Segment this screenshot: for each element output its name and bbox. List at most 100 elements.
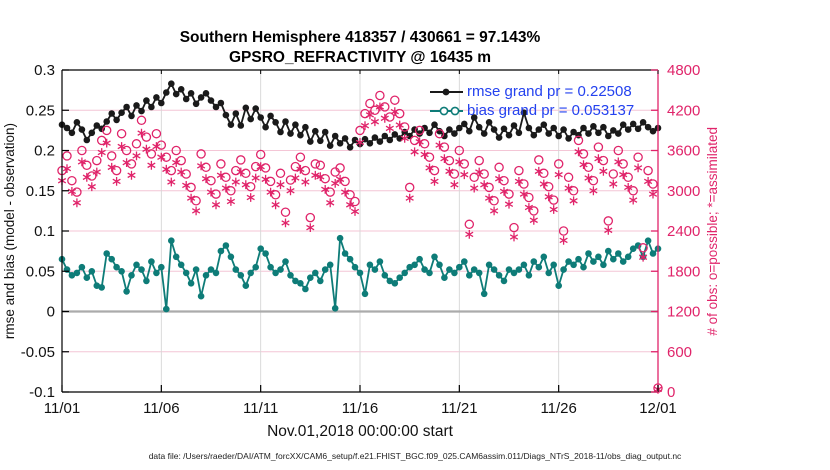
rmse-marker	[163, 89, 170, 96]
rmse-marker	[133, 102, 140, 109]
assimilated-marker	[355, 138, 365, 147]
possible-marker	[380, 102, 390, 112]
assimilated-marker	[271, 200, 280, 210]
assimilated-marker	[624, 183, 633, 192]
rmse-marker	[331, 132, 339, 140]
bias-marker	[624, 253, 632, 261]
rmse-marker	[649, 127, 657, 135]
possible-marker	[176, 155, 186, 166]
possible-marker	[181, 169, 191, 179]
possible-marker	[82, 160, 92, 171]
rmse-marker	[615, 130, 622, 137]
possible-marker	[548, 195, 559, 205]
assimilated-marker	[172, 158, 181, 167]
bias-marker	[580, 263, 587, 271]
rmse-marker	[346, 144, 354, 151]
data-file-path: data file: /Users/raeder/DAI/ATM_forcXX/…	[148, 451, 682, 461]
legend: rmse grand pr = 0.22508 bias grand pr = …	[430, 82, 634, 120]
rmse-marker	[585, 130, 592, 137]
assimilated-marker	[460, 170, 469, 180]
bias-marker	[555, 282, 562, 290]
possible-marker	[390, 95, 400, 105]
rmse-marker	[510, 122, 518, 129]
possible-marker	[573, 135, 584, 146]
possible-marker	[315, 160, 326, 171]
rmse-marker	[302, 123, 309, 131]
assimilated-marker	[643, 177, 653, 186]
possible-marker	[464, 219, 475, 230]
bias-marker	[540, 253, 548, 261]
assimilated-marker	[72, 198, 82, 208]
legend-item-bias: bias grand pr = 0.053137	[430, 101, 634, 120]
assimilated-marker	[301, 177, 310, 187]
assimilated-marker	[539, 179, 548, 189]
bias-marker	[143, 277, 150, 285]
bias-marker	[237, 272, 245, 279]
assimilated-marker	[345, 200, 355, 210]
assimilated-marker	[420, 150, 429, 159]
assimilated-marker	[380, 113, 389, 123]
x-tick-label: 11/21	[441, 400, 477, 417]
rmse-marker	[461, 120, 468, 128]
assimilated-marker	[77, 157, 87, 167]
rmse-marker	[326, 142, 334, 149]
possible-marker	[270, 190, 281, 200]
bias-marker	[78, 263, 86, 271]
bias-marker	[649, 250, 657, 257]
bias-marker	[192, 266, 200, 273]
bias-marker	[605, 247, 612, 255]
rmse-marker	[555, 132, 562, 140]
assimilated-marker	[211, 200, 221, 210]
bias-marker	[426, 269, 433, 277]
bias-marker	[222, 242, 230, 249]
rmse-marker	[456, 124, 463, 132]
possible-marker	[399, 122, 410, 132]
rmse-marker	[187, 90, 195, 97]
assimilated-marker	[162, 164, 171, 174]
rmse-marker	[466, 127, 473, 135]
right-y-tick-label: 600	[667, 344, 692, 361]
possible-marker	[121, 145, 132, 156]
left-y-tick-label: -0.1	[29, 384, 55, 401]
bias-marker	[475, 269, 483, 277]
left-y-tick-label: 0.3	[34, 62, 55, 79]
assimilated-marker	[480, 180, 489, 190]
bias-marker	[182, 269, 190, 277]
rmse-marker	[386, 136, 394, 144]
rmse-marker	[595, 129, 602, 137]
possible-marker	[166, 165, 177, 176]
bias-marker	[356, 269, 364, 277]
possible-marker	[255, 149, 266, 160]
rmse-marker	[212, 103, 220, 111]
assimilated-marker	[331, 179, 340, 188]
assimilated-marker	[440, 154, 449, 163]
left-y-axis-label-wrap: rmse and bias (model - observation)	[0, 70, 18, 392]
possible-marker	[231, 165, 241, 176]
assimilated-marker	[375, 102, 385, 112]
possible-marker	[479, 169, 489, 179]
assimilated-marker	[157, 152, 166, 162]
x-tick-label: 12/01	[639, 400, 677, 417]
bias-marker	[629, 245, 637, 252]
possible-marker	[489, 196, 499, 206]
rmse-marker	[634, 125, 642, 133]
assimilated-marker	[206, 187, 216, 197]
left-y-tick-label: 0	[47, 304, 55, 321]
rmse-marker	[148, 103, 155, 111]
assimilated-marker	[191, 206, 201, 216]
possible-marker	[186, 182, 196, 193]
left-y-tick-label: 0.1	[34, 223, 55, 240]
possible-marker	[305, 212, 316, 223]
rmse-marker	[83, 136, 91, 144]
assimilated-marker	[360, 121, 370, 131]
possible-marker	[265, 176, 276, 187]
right-y-tick-label: 4800	[667, 62, 700, 79]
possible-marker	[156, 140, 167, 150]
assimilated-marker	[614, 157, 623, 167]
bias-marker	[207, 266, 215, 273]
assimilated-marker	[599, 166, 608, 176]
assimilated-marker	[147, 160, 156, 170]
rmse-marker	[272, 119, 279, 126]
